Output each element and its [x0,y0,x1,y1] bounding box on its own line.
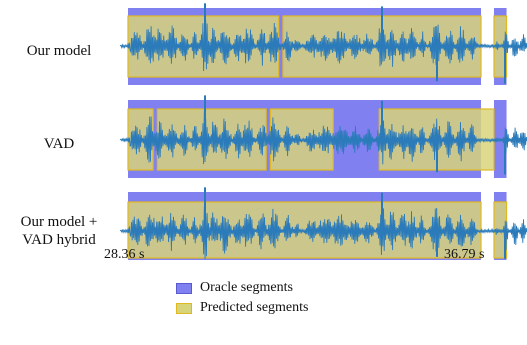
legend-label-predicted: Predicted segments [200,300,309,315]
legend-item-oracle: Oracle segments [176,278,308,298]
legend-swatch-predicted [176,302,192,314]
row-label-hybrid-line-1: Our model + [20,214,98,230]
legend: Oracle segments Predicted segments [176,278,308,318]
row-label-our-model: Our model [26,43,92,59]
legend-label-oracle: Oracle segments [200,280,293,295]
legend-swatch-oracle [176,282,192,294]
row-label-hybrid: Our model + VAD hybrid [0,213,118,249]
legend-item-predicted: Predicted segments [176,298,308,318]
row-label-vad: VAD [43,136,75,152]
oracle-segment-row1-1 [493,100,507,178]
waveform-row2 [119,206,527,260]
waveform-row0 [119,19,527,72]
tick-label-start: 28.36 s [104,247,145,262]
tick-label-end: 36.79 s [444,247,485,262]
waveform-row1 [119,111,527,165]
row-label-hybrid-line-2: VAD hybrid [22,232,96,248]
